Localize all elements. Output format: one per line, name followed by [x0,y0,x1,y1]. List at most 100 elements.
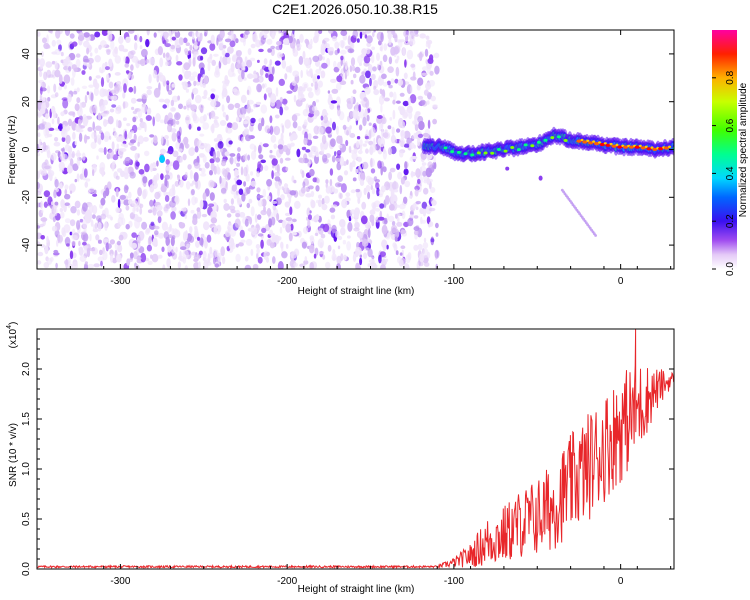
noise-speck [371,46,375,51]
noise-speck [37,132,41,137]
noise-speck [154,230,159,236]
noise-speck [79,218,84,223]
noise-speck [202,122,210,130]
noise-speck [190,209,195,214]
noise-speck [320,115,324,121]
noise-speck [301,241,307,249]
noise-speck [349,65,353,73]
noise-speck [367,228,371,238]
noise-speck [37,113,42,117]
noise-speck [229,40,236,48]
noise-speck [139,45,143,50]
noise-speck [114,55,122,64]
noise-speck [284,73,288,80]
noise-speck [342,124,347,130]
noise-speck [327,244,332,252]
noise-speck [330,78,337,83]
noise-speck [140,252,147,263]
noise-speck [350,209,356,215]
noise-speck [234,169,239,177]
noise-speck [325,179,329,184]
noise-speck [187,164,192,170]
noise-speck [131,232,137,239]
noise-speck [239,229,245,239]
noise-speck [92,228,99,233]
noise-speck [219,56,223,63]
noise-speck [322,154,328,163]
noise-speck [159,148,167,154]
noise-speck [78,247,82,252]
noise-speck [366,35,373,44]
noise-speck [260,104,268,114]
noise-speck [53,189,57,199]
noise-speck [412,120,418,125]
noise-speck [333,66,340,73]
noise-speck [128,86,134,93]
noise-speck [162,264,166,269]
noise-speck [164,98,171,104]
noise-speck [387,31,392,40]
noise-speck [63,74,71,84]
noise-speck [403,72,408,80]
signal-blob [550,136,555,140]
noise-speck [410,85,413,94]
noise-speck [198,145,205,149]
noise-speck [430,95,436,102]
noise-speck [238,242,244,247]
noise-speck [363,252,368,259]
noise-speck [47,127,55,131]
noise-speck [96,155,99,160]
noise-speck [359,139,363,147]
noise-speck [111,195,116,203]
noise-speck [279,53,285,58]
noise-speck [362,161,369,170]
noise-speck [286,90,293,94]
noise-speck [92,121,95,131]
noise-speck [120,148,127,152]
noise-speck [431,199,437,206]
noise-speck [351,65,356,72]
noise-speck [177,95,181,101]
noise-speck [358,104,362,113]
noise-speck [207,252,214,259]
signal-blob [483,151,488,155]
signal-peak-edge [609,142,613,146]
noise-speck [376,187,380,197]
noise-speck [402,47,406,56]
noise-speck [318,227,324,235]
noise-speck [247,99,254,105]
noise-speck [327,96,334,106]
noise-speck [261,65,267,71]
noise-speck [327,45,331,53]
noise-speck [89,52,93,57]
noise-speck [306,87,313,92]
noise-speck [409,38,416,46]
noise-speck [318,30,323,34]
noise-speck [149,184,155,193]
noise-speck [137,108,143,119]
noise-speck [141,104,148,114]
noise-speck [194,225,198,231]
noise-speck [293,262,298,268]
noise-speck [309,168,315,177]
noise-speck [338,144,343,149]
noise-speck [37,152,41,157]
noise-speck [51,225,58,232]
noise-speck [407,97,411,106]
noise-speck [283,38,290,46]
noise-speck [87,57,94,64]
noise-speck [331,204,338,208]
noise-speck [322,223,330,233]
noise-speck [201,95,207,100]
noise-speck [219,120,227,126]
noise-speck [47,170,55,177]
noise-speck [243,166,248,177]
signal-peak-edge [580,138,584,142]
noise-speck [185,42,190,46]
noise-speck [255,101,262,105]
noise-speck [379,203,385,209]
noise-speck [257,233,264,237]
noise-speck [382,132,389,139]
noise-speck [434,65,440,75]
noise-speck [351,152,358,160]
